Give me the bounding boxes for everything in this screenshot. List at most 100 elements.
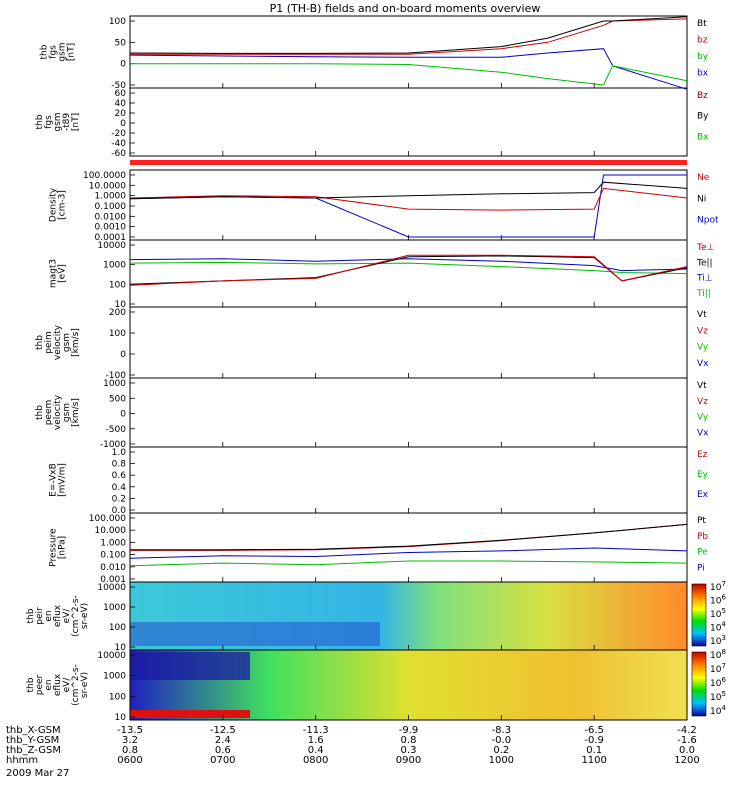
- ylabel-line: peem: [44, 400, 54, 426]
- ytick-label: 100: [109, 692, 126, 702]
- trace-ne: [129, 187, 688, 211]
- ytick-label: 100: [109, 17, 126, 27]
- ylabel-line: (cm^2-s-: [71, 595, 81, 637]
- ytick-label: -500: [106, 425, 127, 435]
- trace-ni: [129, 181, 688, 200]
- ytick-label: 0.010: [100, 563, 126, 573]
- ytick-label: 0.6: [112, 471, 127, 481]
- ylabel-line: [eV]: [58, 264, 68, 283]
- ytick-label: 200: [109, 308, 126, 318]
- ytick-label: 1000: [103, 261, 126, 271]
- xtick-label: 1.6: [308, 735, 324, 746]
- xtick-label: 0.8: [401, 735, 417, 746]
- ytick-label: 10000: [97, 583, 126, 593]
- legend-vt: Vt: [697, 381, 707, 391]
- colorbar-label: 107: [710, 662, 726, 675]
- ytick-label: 1.0: [112, 448, 127, 458]
- ytick-label: 1000: [103, 379, 126, 389]
- ylabel-line: [nT]: [71, 113, 81, 131]
- ylabel-line: [km/s]: [71, 398, 81, 427]
- xtick-label: -8.3: [492, 725, 512, 736]
- panel-frame: [129, 446, 688, 514]
- colorbar-label: 104: [710, 621, 726, 634]
- xtick-label: 2.4: [215, 735, 231, 746]
- ylabel-line: thb: [35, 405, 45, 420]
- legend-pe: Pe: [697, 548, 708, 558]
- ytick-label: 100.0000: [83, 171, 126, 181]
- xtick-label: 0800: [303, 755, 328, 766]
- legend-bz: bz: [697, 36, 708, 46]
- xtick-label: -6.5: [584, 725, 604, 736]
- xtick-label: 0.1: [586, 745, 602, 756]
- ytick-label: 1000: [103, 672, 126, 682]
- plot-title: P1 (TH-B) fields and on-board moments ov…: [270, 2, 541, 15]
- ytick-label: 0.8: [112, 460, 127, 470]
- legend-ni: Ni: [697, 194, 706, 204]
- ytick-label: 0.1000: [95, 202, 127, 212]
- spectrogram-lowenergy-band: [130, 710, 250, 718]
- xtick-label: -13.5: [117, 725, 143, 736]
- ylabel-line: gsm: [53, 112, 63, 131]
- ylabel-line: (cm^2-s-: [71, 664, 81, 706]
- legend-bx: Bx: [697, 132, 709, 142]
- legend-pt: Pt: [697, 516, 706, 526]
- legend-vy: Vy: [697, 343, 709, 353]
- ylabel-line: magt3: [49, 259, 59, 288]
- panel-3: [130, 160, 687, 165]
- ytick-label: 0.0100: [95, 212, 127, 222]
- ytick-label: 0: [120, 410, 126, 420]
- time-axis: -13.53.20.80600-12.52.40.60700-11.31.60.…: [6, 83, 700, 766]
- xtick-label: 0.6: [215, 745, 231, 756]
- ytick-label: 40: [115, 99, 127, 109]
- xtick-label: 1100: [581, 755, 606, 766]
- ytick-label: 10: [115, 713, 127, 723]
- ytick-label: 100: [109, 623, 126, 633]
- ytick-label: -100: [106, 371, 127, 381]
- xtick-label: 0.8: [122, 745, 138, 756]
- legend-pb: Pb: [697, 532, 708, 542]
- trace-ti-perp: [129, 258, 688, 272]
- ytick-label: 10: [115, 300, 127, 310]
- ytick-label: 0.001: [100, 575, 126, 585]
- xtick-label: 1200: [674, 755, 699, 766]
- ytick-label: 0: [120, 350, 126, 360]
- legend-te: Te⊥: [696, 243, 715, 253]
- ytick-label: -20: [111, 129, 126, 139]
- colorbar-label: 105: [710, 690, 726, 703]
- xtick-label: -1.6: [677, 735, 697, 746]
- ytick-label: 10.000: [95, 526, 127, 536]
- ylabel-line: sr-eV): [80, 672, 90, 698]
- ytick-label: 10.0000: [89, 181, 126, 191]
- ylabel-line: eV/: [62, 677, 72, 693]
- spectrogram-lowenergy-band: [130, 622, 380, 646]
- ylabel-line: eflux: [53, 673, 63, 696]
- trace-te-par: [129, 255, 688, 285]
- ytick-label: 10000: [97, 241, 126, 251]
- xtick-label: -9.9: [399, 725, 419, 736]
- ytick-label: 10: [115, 643, 127, 653]
- panel-frame: [129, 377, 688, 448]
- ylabel-line: thb: [26, 677, 36, 692]
- ytick-label: 1000: [103, 603, 126, 613]
- ytick-label: 100: [109, 329, 126, 339]
- legend-ti: Ti||: [696, 289, 711, 299]
- xaxis-row-label: thb_Z-GSM: [6, 745, 61, 756]
- ytick-label: 0.2: [112, 494, 126, 504]
- ylabel-line: E=-VxB: [49, 463, 59, 497]
- spectrogram-highenergy-band: [130, 652, 250, 680]
- ylabel-line: eflux: [53, 604, 63, 627]
- ylabel-line: gsm: [62, 403, 72, 422]
- legend-ne: Ne: [697, 173, 710, 183]
- trace-pi: [129, 547, 688, 559]
- ylabel-line: fgs: [49, 45, 59, 59]
- ytick-label: -60: [111, 149, 126, 159]
- ytick-label: 1.0000: [95, 192, 127, 202]
- ylabel-line: thb: [35, 335, 45, 350]
- xtick-label: 3.2: [122, 735, 138, 746]
- panel-frame: [129, 512, 688, 583]
- ylabel-line: peir: [35, 607, 45, 625]
- ytick-label: 0: [120, 119, 126, 129]
